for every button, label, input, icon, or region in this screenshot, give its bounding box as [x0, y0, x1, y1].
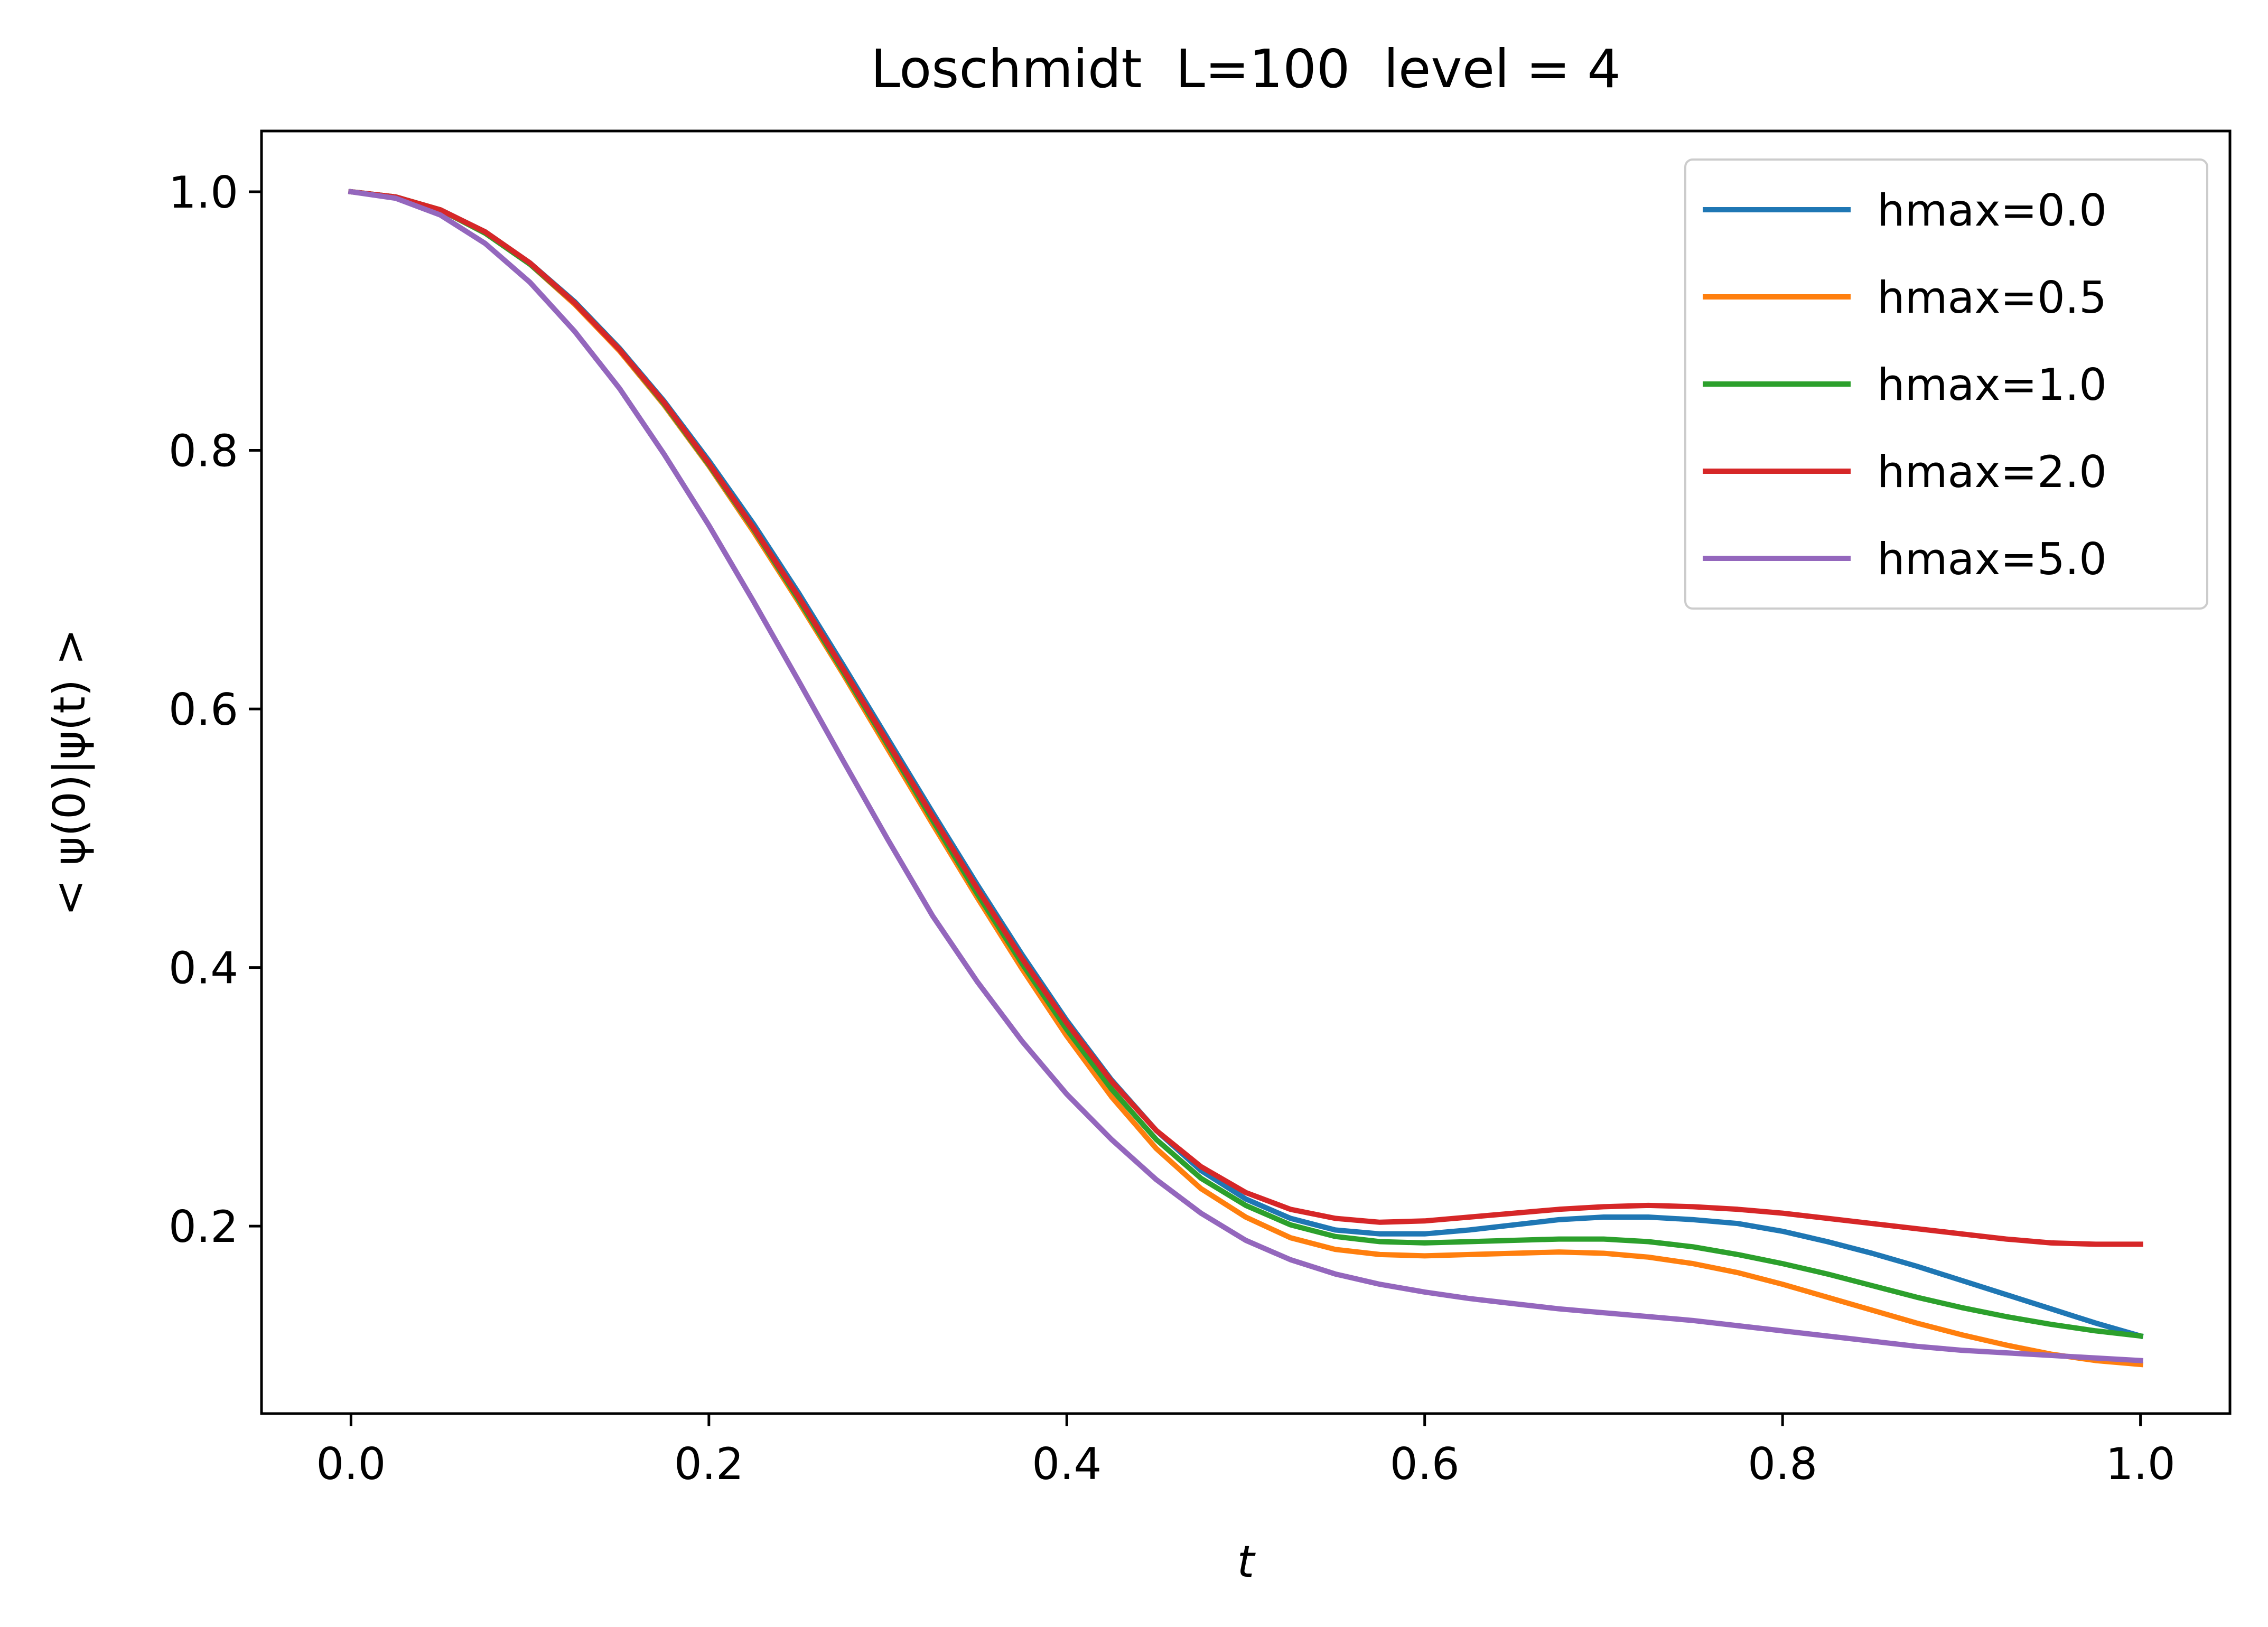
plot-frame: [260, 129, 2232, 1415]
y-tick-label-4: 1.0: [169, 167, 238, 218]
x-axis-ticks: 0.0 0.2 0.4 0.6 0.8 1.0: [316, 1414, 2176, 1490]
y-axis-label: < ψ(0)|ψ(t) >: [44, 629, 95, 916]
series-line-4: [348, 189, 2143, 1363]
series-line-3: [348, 189, 2143, 1247]
x-axis-label: t: [1237, 1536, 1256, 1587]
y-axis-ticks: 0.2 0.4 0.6 0.8 1.0: [169, 167, 262, 1252]
legend-entries: hmax=0.0 hmax=0.5 hmax=1.0 hmax=2.0 hmax=5.0: [1703, 185, 2107, 585]
legend-label-3: hmax=2.0: [1877, 446, 2107, 498]
legend-label-4: hmax=5.0: [1877, 534, 2107, 585]
legend-label-2: hmax=1.0: [1877, 359, 2107, 410]
x-tick-label-4: 0.8: [1748, 1438, 1817, 1490]
series-layer: [348, 189, 2144, 1368]
x-tick-label-1: 0.2: [674, 1438, 744, 1490]
y-tick-label-0: 0.2: [169, 1201, 238, 1252]
legend-box: [1684, 158, 2208, 610]
x-tick-label-5: 1.0: [2106, 1438, 2176, 1490]
x-tick-label-0: 0.0: [316, 1438, 386, 1490]
x-tick-label-3: 0.6: [1390, 1438, 1460, 1490]
chart-title: Loschmidt L=100 level = 4: [871, 38, 1621, 100]
y-tick-label-1: 0.4: [169, 943, 238, 994]
x-tick-label-2: 0.4: [1032, 1438, 1102, 1490]
legend-label-0: hmax=0.0: [1877, 185, 2107, 236]
legend-label-1: hmax=0.5: [1877, 272, 2107, 323]
y-tick-label-3: 0.8: [169, 426, 238, 477]
y-tick-label-2: 0.6: [169, 684, 238, 735]
legend: hmax=0.0 hmax=0.5 hmax=1.0 hmax=2.0 hmax=5.0: [1684, 158, 2208, 610]
